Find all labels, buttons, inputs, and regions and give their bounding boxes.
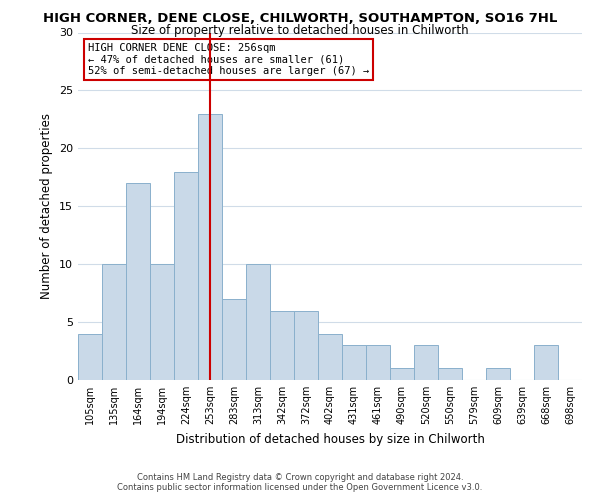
X-axis label: Distribution of detached houses by size in Chilworth: Distribution of detached houses by size … <box>176 432 484 446</box>
Text: Contains HM Land Registry data © Crown copyright and database right 2024.
Contai: Contains HM Land Registry data © Crown c… <box>118 473 482 492</box>
Bar <box>318 334 342 380</box>
Text: HIGH CORNER, DENE CLOSE, CHILWORTH, SOUTHAMPTON, SO16 7HL: HIGH CORNER, DENE CLOSE, CHILWORTH, SOUT… <box>43 12 557 26</box>
Bar <box>390 368 414 380</box>
Bar <box>270 310 294 380</box>
Bar <box>102 264 126 380</box>
Bar <box>438 368 462 380</box>
Bar <box>222 299 246 380</box>
Bar <box>78 334 102 380</box>
Bar <box>534 345 558 380</box>
Bar <box>342 345 366 380</box>
Text: Size of property relative to detached houses in Chilworth: Size of property relative to detached ho… <box>131 24 469 37</box>
Bar <box>198 114 222 380</box>
Text: HIGH CORNER DENE CLOSE: 256sqm
← 47% of detached houses are smaller (61)
52% of : HIGH CORNER DENE CLOSE: 256sqm ← 47% of … <box>88 43 370 76</box>
Bar <box>150 264 174 380</box>
Bar <box>414 345 438 380</box>
Bar <box>294 310 318 380</box>
Bar <box>174 172 198 380</box>
Bar <box>486 368 510 380</box>
Bar <box>126 183 150 380</box>
Bar <box>246 264 270 380</box>
Y-axis label: Number of detached properties: Number of detached properties <box>40 114 53 299</box>
Bar <box>366 345 390 380</box>
